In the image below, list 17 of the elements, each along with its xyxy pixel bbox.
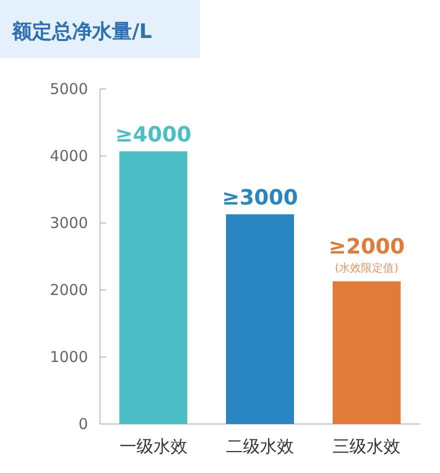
x-tick-label: 二级水效 [226, 437, 294, 457]
data-label: ≥3000 [222, 185, 298, 210]
data-label: ≥4000 [115, 122, 192, 146]
chart-title: 额定总净水量/L [11, 19, 152, 43]
data-label: ≥2000 [328, 234, 405, 258]
bar [332, 281, 401, 424]
y-tick-label: 2000 [50, 281, 88, 299]
x-tick-label: 一级水效 [119, 437, 188, 457]
y-tick-label: 3000 [50, 214, 88, 232]
x-tick-label: 三级水效 [332, 437, 401, 457]
y-tick-label: 0 [78, 415, 88, 433]
bar [226, 214, 294, 424]
y-tick-label: 1000 [50, 348, 88, 366]
y-tick-label: 5000 [50, 80, 88, 98]
annotation: (水效限定值) [334, 261, 398, 274]
bar [119, 151, 188, 424]
y-tick-label: 4000 [50, 147, 88, 165]
